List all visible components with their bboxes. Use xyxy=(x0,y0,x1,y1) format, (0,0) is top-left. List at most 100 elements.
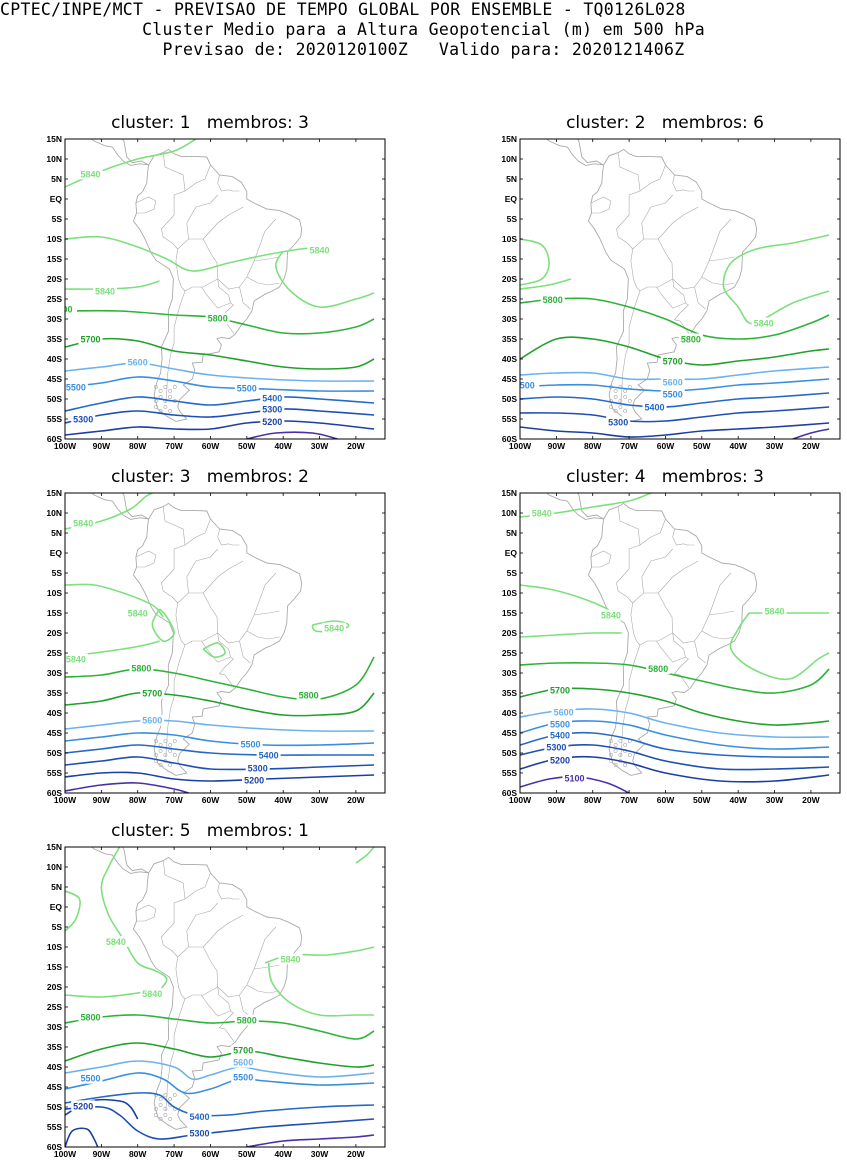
contour-label: 5600 xyxy=(233,1058,253,1068)
contour-5400 xyxy=(65,1092,375,1117)
lon-tick-label: 50W xyxy=(238,441,256,451)
island-mark xyxy=(158,1103,163,1107)
country-border xyxy=(590,196,612,214)
contour-5840 xyxy=(65,235,331,272)
lat-tick-label: 25S xyxy=(502,294,517,304)
contour-label: 5840 xyxy=(309,245,329,255)
central-america-coastline xyxy=(90,139,149,166)
contour-5100 xyxy=(246,1134,375,1147)
contour-5200 xyxy=(65,1127,99,1147)
contour-5300 xyxy=(65,1105,375,1140)
lat-tick-label: EQ xyxy=(50,194,63,204)
country-border xyxy=(135,196,157,214)
contour-label: 5840 xyxy=(80,169,100,179)
island-mark xyxy=(627,753,632,757)
country-border xyxy=(246,630,280,640)
lat-tick-label: 10N xyxy=(46,154,62,164)
country-border xyxy=(186,194,218,240)
contour-label-bg xyxy=(93,285,117,297)
contour-label-bg xyxy=(65,653,88,665)
lat-tick-label: 15N xyxy=(46,488,62,498)
contour-label-bg xyxy=(307,244,332,256)
island-mark xyxy=(163,405,168,409)
contour-5840 xyxy=(722,234,830,325)
contour-5100 xyxy=(246,431,338,439)
lat-tick-label: 60S xyxy=(47,788,62,798)
contour-label: 5600 xyxy=(554,707,574,717)
contour-5840 xyxy=(729,612,830,681)
island-mark xyxy=(623,409,628,413)
lon-tick-label: 60W xyxy=(202,795,220,805)
contour-5840 xyxy=(520,278,572,290)
lat-tick-label: 50S xyxy=(47,1102,62,1112)
country-border xyxy=(673,302,690,334)
lon-tick-label: 100W xyxy=(509,441,532,451)
lat-tick-label: 10S xyxy=(502,234,517,244)
contour-label: 500 xyxy=(520,381,535,391)
lat-tick-label: 40S xyxy=(47,354,62,364)
contour-5400 xyxy=(65,396,375,412)
island-mark xyxy=(613,389,618,393)
country-border xyxy=(656,632,686,663)
contour-label-bg xyxy=(678,333,703,345)
lat-tick-label: 35S xyxy=(47,334,62,344)
contour-label-bg xyxy=(660,376,685,388)
map-plot-area: 5840 5840 5840 5800 5700 5600 5500 5400 5300 5200… xyxy=(520,493,830,793)
contour-label: 5200 xyxy=(244,775,264,785)
contour-label: 5800 xyxy=(299,691,319,701)
lat-tick-label: 40S xyxy=(47,708,62,718)
contour-5400 xyxy=(65,744,375,756)
lat-tick-label: 10S xyxy=(502,588,517,598)
contour-5840 xyxy=(267,962,375,1017)
lon-tick-label: 40W xyxy=(274,441,292,451)
contour-label-bg xyxy=(65,303,77,315)
contour-5840 xyxy=(151,608,175,642)
country-border xyxy=(672,174,695,192)
south-america-coastline xyxy=(132,148,303,422)
map-cluster-5: 5840 5840 5840 5800 5800 5700 5600 5500 5500 5400… xyxy=(46,842,386,1159)
map-frame xyxy=(519,138,841,440)
lat-tick-label: 5S xyxy=(507,568,518,578)
lat-tick-label: 20S xyxy=(502,274,517,284)
lat-tick-label: EQ xyxy=(505,548,518,558)
contour-label-bg xyxy=(296,689,321,701)
contour-5100 xyxy=(792,428,830,439)
lat-tick-label: 55S xyxy=(502,768,517,778)
lon-tick-label: 100W xyxy=(54,1149,77,1159)
contour-label: 5500 xyxy=(550,719,570,729)
contour-label-bg xyxy=(125,356,150,368)
country-border xyxy=(641,548,673,594)
panel-title: cluster: 5 membros: 1 xyxy=(111,821,309,841)
lat-tick-label: 60S xyxy=(502,788,517,798)
contour-label-bg xyxy=(129,662,154,674)
lat-tick-label: 35S xyxy=(47,1042,62,1052)
contour-label-bg xyxy=(260,403,285,415)
lon-tick-label: 20W xyxy=(347,441,365,451)
contour-label: 5700 xyxy=(80,335,100,345)
island-mark xyxy=(163,385,168,389)
contour-label: 5200 xyxy=(550,755,570,765)
country-border xyxy=(161,152,186,404)
central-america-coastline xyxy=(90,493,149,520)
contour-label: 5300 xyxy=(546,743,566,753)
contour-label: 5840 xyxy=(106,937,126,947)
island-mark xyxy=(613,395,618,399)
contour-label-bg xyxy=(548,684,572,696)
island-mark xyxy=(168,743,173,747)
country-border xyxy=(701,630,735,640)
island-mark xyxy=(163,1093,168,1097)
contour-5840 xyxy=(355,847,375,864)
contour-label-bg xyxy=(606,416,631,428)
contour-label: 5100 xyxy=(564,773,584,783)
lon-tick-label: 90W xyxy=(93,795,111,805)
island-mark xyxy=(623,395,628,399)
contour-label: 5840 xyxy=(73,519,93,529)
country-border xyxy=(202,560,244,594)
lat-tick-label: 5N xyxy=(506,528,517,538)
central-america-coastline xyxy=(545,493,604,520)
lat-tick-label: 15N xyxy=(46,134,62,144)
lon-tick-label: 90W xyxy=(548,441,566,451)
country-border xyxy=(217,882,240,900)
country-border xyxy=(186,902,218,948)
lon-tick-label: 20W xyxy=(347,795,365,805)
